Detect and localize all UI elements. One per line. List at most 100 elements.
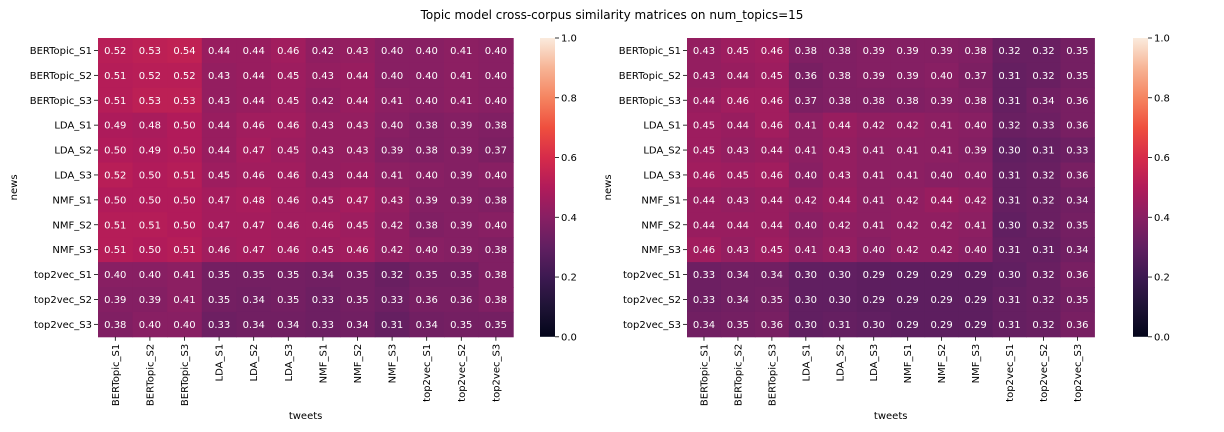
cell-value-label: 0.51 xyxy=(104,96,126,107)
x-tick-label: NMF_S3 xyxy=(388,344,399,384)
cell-value-label: 0.32 xyxy=(1032,195,1054,206)
cell-value-label: 0.29 xyxy=(930,270,952,281)
cell-value-label: 0.31 xyxy=(998,295,1020,306)
heatmap-cell xyxy=(1060,112,1095,139)
cell-value-label: 0.35 xyxy=(761,295,783,306)
heatmap-cell xyxy=(822,87,858,114)
cell-value-label: 0.35 xyxy=(346,295,368,306)
colorbar-tick-label: 1.0 xyxy=(1154,34,1170,45)
y-tick-label: NMF_S3 xyxy=(641,245,681,256)
heatmap-cell xyxy=(1026,137,1061,163)
cell-value-label: 0.47 xyxy=(243,220,265,231)
heatmap-cell xyxy=(958,187,994,213)
heatmap-cell xyxy=(132,162,168,188)
cell-value-label: 0.42 xyxy=(964,195,986,206)
x-axis-label: tweets xyxy=(874,411,908,422)
heatmap-cell xyxy=(478,137,514,163)
y-tick-label: NMF_S1 xyxy=(52,195,92,206)
cell-value-label: 0.35 xyxy=(485,320,507,331)
cell-value-label: 0.29 xyxy=(930,295,952,306)
x-tick-label: top2vec_S2 xyxy=(1039,344,1050,402)
cell-value-label: 0.36 xyxy=(1066,270,1088,281)
heatmap-cell xyxy=(924,311,960,338)
heatmap-cell xyxy=(167,311,203,338)
heatmap-cell xyxy=(201,262,237,288)
heatmap-cell xyxy=(340,162,376,188)
cell-value-label: 0.44 xyxy=(208,46,230,57)
heatmap-cell xyxy=(687,112,722,139)
cell-value-label: 0.44 xyxy=(693,220,715,231)
heatmap-cell xyxy=(236,311,272,338)
cell-value-label: 0.35 xyxy=(277,295,299,306)
cell-value-label: 0.35 xyxy=(277,270,299,281)
heatmap-cell xyxy=(305,262,341,288)
cell-value-label: 0.44 xyxy=(243,71,265,82)
cell-value-label: 0.40 xyxy=(795,220,817,231)
cell-value-label: 0.29 xyxy=(897,270,919,281)
cell-value-label: 0.35 xyxy=(346,270,368,281)
heatmap-cell xyxy=(374,187,410,213)
heatmap-cell xyxy=(1026,262,1061,288)
cell-value-label: 0.39 xyxy=(104,295,126,306)
heatmap-cell xyxy=(1026,287,1061,313)
heatmap-cell xyxy=(409,237,445,263)
heatmap-cell xyxy=(1026,212,1061,238)
heatmap-cell xyxy=(132,112,168,139)
cell-value-label: 0.43 xyxy=(693,46,715,57)
cell-value-label: 0.36 xyxy=(450,295,472,306)
heatmap-cell xyxy=(822,262,858,288)
heatmap-cell xyxy=(340,212,376,238)
cell-value-label: 0.45 xyxy=(312,245,334,256)
heatmap-cell xyxy=(890,237,926,263)
y-tick-label: LDA_S1 xyxy=(643,121,681,132)
cell-value-label: 0.47 xyxy=(243,146,265,157)
heatmap-cell xyxy=(1060,212,1095,238)
cell-value-label: 0.35 xyxy=(1066,71,1088,82)
cell-value-label: 0.42 xyxy=(897,195,919,206)
heatmap-cell xyxy=(271,112,307,139)
cell-value-label: 0.46 xyxy=(693,245,715,256)
cell-value-label: 0.38 xyxy=(829,71,851,82)
cell-value-label: 0.43 xyxy=(693,71,715,82)
cell-value-label: 0.41 xyxy=(795,146,817,157)
cell-value-label: 0.36 xyxy=(1066,121,1088,132)
cell-value-label: 0.34 xyxy=(1066,195,1088,206)
cell-value-label: 0.44 xyxy=(243,46,265,57)
heatmap-cell xyxy=(687,287,722,313)
cell-value-label: 0.38 xyxy=(104,320,126,331)
heatmap-cell xyxy=(924,287,960,313)
cell-value-label: 0.48 xyxy=(243,195,265,206)
heatmap-cell xyxy=(409,187,445,213)
heatmap-cell xyxy=(992,262,1027,288)
heatmap-cell xyxy=(687,62,722,89)
cell-value-label: 0.46 xyxy=(761,170,783,181)
heatmap-cell xyxy=(754,212,790,238)
heatmap-cell xyxy=(132,311,168,338)
colorbar-tick-label: 0.6 xyxy=(561,153,577,164)
heatmap-cell xyxy=(822,287,858,313)
heatmap-cell xyxy=(305,237,341,263)
heatmap-cell xyxy=(271,212,307,238)
heatmap-cell xyxy=(822,311,858,338)
heatmap-cell xyxy=(271,262,307,288)
heatmap-cell xyxy=(1026,187,1061,213)
heatmap-cell xyxy=(201,112,237,139)
cell-value-label: 0.41 xyxy=(173,270,195,281)
cell-value-label: 0.35 xyxy=(1066,220,1088,231)
cell-value-label: 0.29 xyxy=(964,295,986,306)
cell-value-label: 0.52 xyxy=(139,71,161,82)
y-tick-label: BERTopic_S2 xyxy=(619,71,681,82)
heatmap-cell xyxy=(992,311,1027,338)
cell-value-label: 0.46 xyxy=(346,245,368,256)
heatmap-cell xyxy=(340,38,376,64)
heatmap-cell xyxy=(992,212,1027,238)
cell-value-label: 0.41 xyxy=(795,245,817,256)
cell-value-label: 0.30 xyxy=(998,220,1020,231)
heatmap-cell xyxy=(478,287,514,313)
heatmap-cell xyxy=(720,187,756,213)
heatmap-cell xyxy=(1026,62,1061,89)
cell-value-label: 0.37 xyxy=(485,146,507,157)
cell-value-label: 0.30 xyxy=(795,320,817,331)
cell-value-label: 0.38 xyxy=(897,96,919,107)
cell-value-label: 0.39 xyxy=(450,245,472,256)
